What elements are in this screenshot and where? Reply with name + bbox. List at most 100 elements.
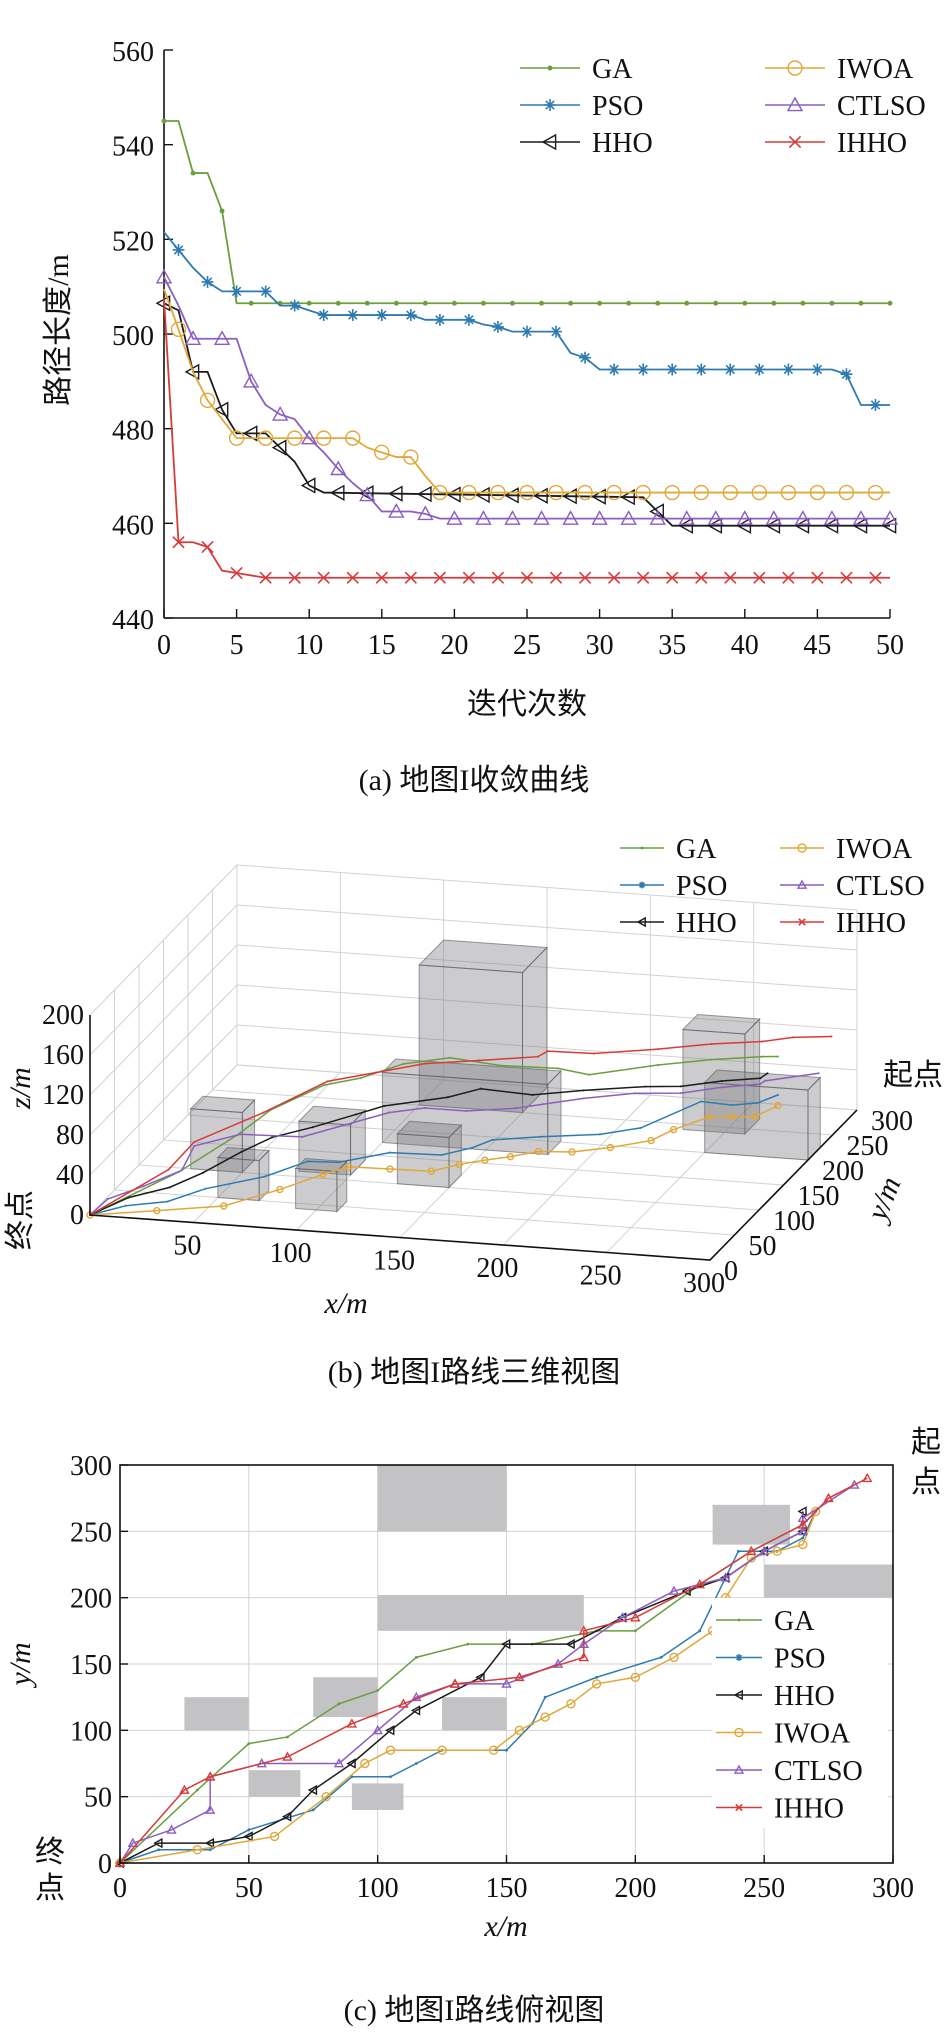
data-point — [546, 1050, 549, 1053]
legend-label: HHO — [774, 1681, 835, 1712]
y-tick-label: 480 — [112, 416, 154, 447]
obstacle-box — [418, 939, 549, 1114]
data-point — [817, 1072, 820, 1075]
x-tick-label: 300 — [683, 1268, 725, 1299]
data-point — [204, 1771, 216, 1781]
data-point — [270, 1136, 274, 1139]
data-point — [797, 1519, 809, 1529]
data-point — [230, 285, 243, 298]
data-point — [598, 1133, 601, 1136]
y-tick-label: 200 — [70, 1584, 112, 1615]
data-point — [432, 484, 448, 501]
data-point — [568, 1148, 576, 1156]
chart-b-end-label: 终点 — [4, 1190, 37, 1250]
y-tick-label: 0 — [724, 1256, 738, 1287]
data-point — [679, 1092, 683, 1095]
data-point — [184, 330, 202, 346]
data-point — [539, 1135, 542, 1138]
data-point — [448, 1056, 451, 1059]
obstacle — [248, 1770, 301, 1797]
data-point — [705, 1113, 713, 1121]
data-point — [668, 1585, 680, 1595]
data-point — [591, 510, 608, 525]
data-point — [451, 300, 457, 306]
x-tick-label: 50 — [173, 1231, 201, 1262]
data-point — [317, 309, 330, 322]
data-point — [398, 1698, 409, 1708]
series-line — [119, 1477, 868, 1864]
series-line — [89, 1104, 779, 1216]
data-point — [582, 1089, 585, 1092]
data-point — [753, 571, 766, 584]
data-point — [666, 571, 679, 584]
data-point — [520, 571, 534, 584]
data-point — [707, 510, 724, 525]
y-tick-label: 50 — [749, 1231, 777, 1262]
data-point — [720, 1086, 723, 1089]
x-tick-label: 250 — [580, 1261, 622, 1292]
data-point — [422, 300, 428, 306]
chart-b-xlabel: x/m — [323, 1287, 367, 1320]
data-point — [346, 309, 359, 322]
legend-marker — [798, 918, 806, 926]
data-point — [311, 1126, 314, 1129]
data-point — [382, 1104, 386, 1108]
data-point — [736, 517, 752, 534]
data-point — [801, 1536, 805, 1540]
series3d-ihho — [88, 1035, 833, 1217]
data-point — [411, 1691, 422, 1702]
data-point — [157, 1848, 161, 1852]
x-tick-label: 45 — [803, 630, 831, 661]
series-ctlso — [155, 268, 899, 525]
data-point — [124, 1204, 127, 1207]
legend-label: HHO — [676, 908, 737, 939]
series-line — [163, 298, 890, 579]
data-point — [153, 1206, 161, 1215]
data-point — [681, 1585, 691, 1597]
data-point — [168, 1186, 171, 1189]
legend-label: IWOA — [836, 834, 913, 865]
data-point — [248, 300, 254, 306]
legend-marker — [737, 1618, 741, 1622]
legend-item-ctlso: CTLSO — [765, 91, 926, 122]
legend-label: CTLSO — [836, 871, 925, 902]
data-point — [577, 484, 593, 501]
x-tick-label: 150 — [486, 1873, 528, 1904]
data-point — [669, 1652, 679, 1663]
data-point — [840, 368, 853, 381]
obstacle-box — [703, 1069, 822, 1162]
series-line — [163, 302, 890, 527]
data-point — [204, 1187, 207, 1190]
data-point — [172, 536, 185, 549]
data-point — [765, 517, 781, 534]
legend-label: CTLSO — [774, 1756, 863, 1787]
data-point — [259, 285, 272, 298]
data-point — [193, 1140, 196, 1144]
y-tick-label: 100 — [70, 1716, 112, 1747]
data-point — [724, 363, 737, 376]
legend-item-iwoa: IWOA — [716, 1718, 851, 1749]
data-point — [142, 1185, 145, 1188]
obstacle-box — [216, 1146, 271, 1202]
y-tick-label: 500 — [112, 321, 154, 352]
series-line — [119, 1511, 804, 1864]
chart-a-xlabel: 迭代次数 — [467, 688, 587, 721]
data-point — [388, 1151, 392, 1154]
series3d-iwoa — [86, 1101, 782, 1219]
data-point — [127, 1837, 139, 1847]
data-point — [433, 313, 446, 326]
data-point — [720, 1080, 723, 1083]
data-point — [319, 1170, 327, 1179]
data-point — [655, 300, 661, 306]
chart-b-zlabel: z/m — [4, 1067, 37, 1110]
data-point — [809, 484, 826, 501]
series-line — [119, 1511, 817, 1864]
data-point — [193, 1144, 196, 1148]
data-point — [346, 1718, 358, 1728]
data-point — [466, 1642, 470, 1646]
legend-marker — [636, 916, 646, 928]
data-point — [579, 351, 592, 364]
data-point — [514, 1725, 525, 1736]
data-point — [659, 1655, 663, 1659]
